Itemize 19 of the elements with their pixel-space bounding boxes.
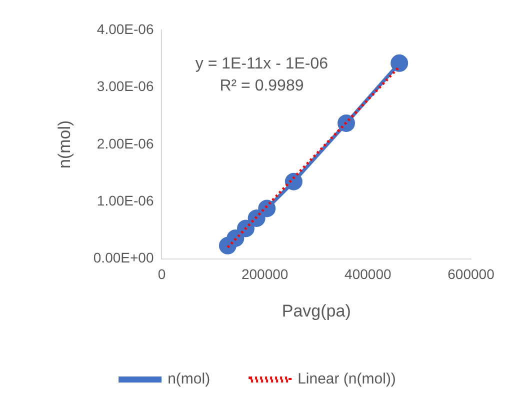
point: [338, 114, 356, 132]
x-tick-label: 200000: [241, 266, 288, 282]
annotation: y = 1E-11x - 1E-06: [195, 55, 328, 72]
y-tick-label: 2.00E-06: [96, 135, 154, 152]
x-tick-label: 400000: [344, 266, 392, 282]
point: [284, 172, 302, 190]
annotation: R² = 0.9989: [220, 77, 304, 94]
point: [258, 200, 276, 218]
y-axis-title: n(mol): [54, 120, 74, 168]
y-tick-label: 1.00E-06: [96, 192, 154, 208]
y-tick-label: 0.00E+00: [93, 250, 154, 266]
x-axis-title: Pavg(pa): [282, 301, 351, 320]
x-tick-label: 0: [158, 266, 166, 282]
legend-label: n(mol): [168, 370, 210, 388]
point: [390, 54, 408, 72]
y-tick-label: 4.00E-06: [96, 20, 154, 37]
y-tick-label: 3.00E-06: [96, 78, 154, 94]
x-tick-label: 600000: [448, 266, 495, 282]
legend-label: Linear (n(mol)): [298, 370, 396, 388]
